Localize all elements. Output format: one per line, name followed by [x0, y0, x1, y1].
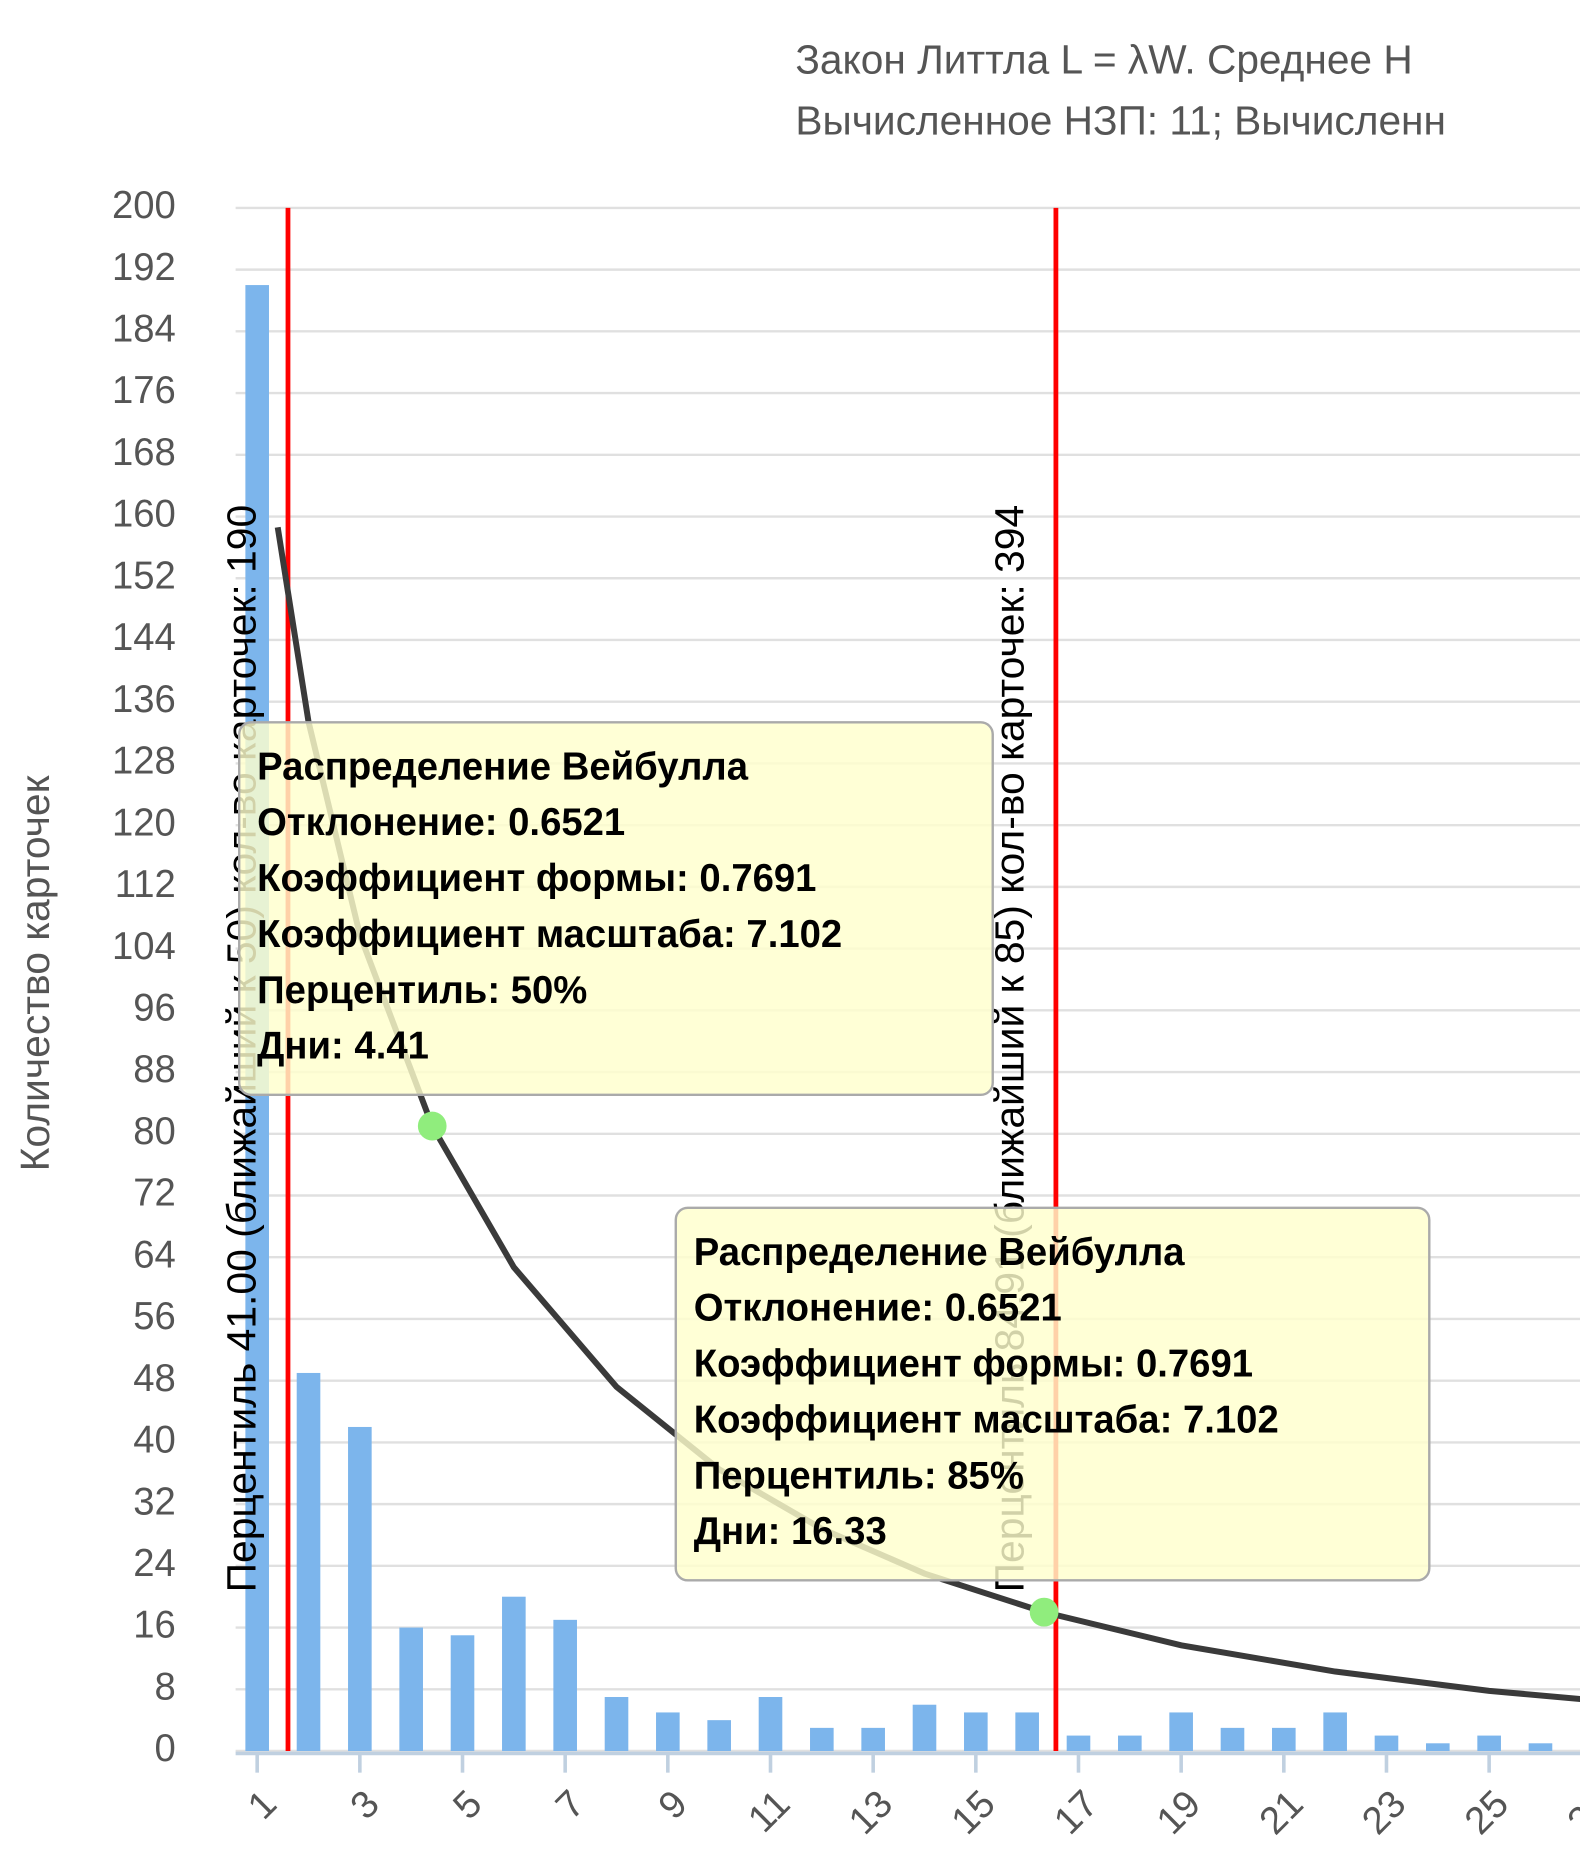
x-tick-label: 19 — [1149, 1782, 1209, 1843]
y-tick-label: 144 — [112, 616, 176, 659]
tooltip-line: Распределение Вейбулла — [257, 745, 748, 788]
chart-title: Закон Литтла L = λW. Среднее Н — [795, 36, 1412, 82]
x-tick-label: 7 — [548, 1782, 593, 1828]
bar — [912, 1704, 937, 1752]
y-tick-label: 152 — [112, 554, 176, 597]
x-tick-label: 1 — [240, 1782, 285, 1828]
x-tick-label: 9 — [650, 1782, 695, 1828]
bar — [1323, 1712, 1347, 1752]
y-tick-label: 168 — [112, 431, 176, 474]
y-tick-label: 16 — [133, 1604, 176, 1647]
y-tick-label: 0 — [155, 1727, 176, 1770]
x-tick-label: 11 — [740, 1782, 798, 1841]
y-tick-label: 40 — [133, 1418, 176, 1461]
bar — [810, 1727, 834, 1752]
bar — [1477, 1735, 1501, 1752]
x-tick-label: 17 — [1046, 1782, 1106, 1843]
bar — [553, 1619, 577, 1752]
x-tick-label: 15 — [943, 1782, 1003, 1843]
tooltip-line: Дни: 16.33 — [694, 1510, 887, 1553]
bar — [1426, 1743, 1450, 1752]
x-tick-label: 27 — [1559, 1782, 1580, 1843]
y-tick-label: 24 — [133, 1542, 176, 1585]
y-tick-label: 160 — [112, 493, 176, 536]
x-tick-label: 3 — [342, 1782, 387, 1828]
y-tick-label: 104 — [112, 925, 176, 968]
tooltip-line: Перцентиль: 85% — [694, 1454, 1024, 1497]
y-tick-label: 56 — [133, 1295, 176, 1338]
bar — [502, 1596, 526, 1752]
bar — [1118, 1735, 1142, 1752]
percentile-point — [1029, 1597, 1059, 1627]
y-tick-label: 192 — [112, 246, 176, 289]
y-tick-label: 120 — [112, 801, 176, 844]
y-tick-label: 8 — [155, 1665, 176, 1708]
bar — [399, 1627, 423, 1752]
bar — [964, 1712, 988, 1752]
percentile-point — [417, 1111, 447, 1141]
bar — [861, 1727, 885, 1752]
tooltip-box — [674, 1206, 1431, 1582]
y-tick-label: 80 — [133, 1110, 176, 1153]
y-tick-label: 32 — [133, 1480, 176, 1523]
tooltip-line: Коэффициент масштаба: 7.102 — [257, 913, 842, 956]
x-tick-label: 21 — [1251, 1782, 1311, 1843]
chart-subtitle: Вычисленное НЗП: 11; Вычисленн — [795, 97, 1446, 143]
bar — [604, 1697, 629, 1752]
bar — [1528, 1743, 1553, 1752]
y-tick-label: 72 — [133, 1172, 176, 1215]
bar — [1015, 1712, 1039, 1752]
bar — [1374, 1735, 1399, 1752]
y-tick-label: 200 — [112, 184, 176, 227]
y-tick-label: 112 — [115, 863, 176, 906]
y-tick-label: 64 — [133, 1233, 176, 1276]
y-axis-title: Количество карточек — [12, 774, 58, 1171]
tooltip-line: Распределение Вейбулла — [694, 1231, 1185, 1274]
x-tick-label: 5 — [445, 1782, 490, 1828]
y-tick-label: 48 — [133, 1357, 176, 1400]
y-tick-label: 96 — [133, 986, 176, 1029]
y-tick-label: 184 — [112, 307, 176, 350]
y-tick-label: 128 — [112, 740, 176, 783]
bar — [758, 1697, 783, 1752]
bar — [656, 1712, 680, 1752]
x-tick-label: 13 — [841, 1782, 901, 1843]
tooltip-line: Отклонение: 0.6521 — [694, 1287, 1062, 1330]
tooltip-line: Коэффициент формы: 0.7691 — [257, 857, 816, 900]
tooltip-line: Коэффициент формы: 0.7691 — [694, 1343, 1253, 1386]
bar — [1220, 1727, 1245, 1752]
bar — [450, 1635, 475, 1752]
bar — [1066, 1735, 1091, 1752]
x-tick-label: 25 — [1457, 1782, 1517, 1843]
bar — [1169, 1712, 1193, 1752]
bar — [707, 1720, 731, 1752]
tooltip-line: Отклонение: 0.6521 — [257, 801, 625, 844]
bar — [1272, 1727, 1296, 1752]
y-tick-label: 88 — [133, 1048, 176, 1091]
tooltip-line: Коэффициент масштаба: 7.102 — [694, 1398, 1279, 1441]
y-tick-label: 136 — [112, 678, 176, 721]
x-tick-label: 23 — [1354, 1782, 1414, 1843]
bar — [348, 1426, 372, 1752]
y-tick-label: 176 — [112, 369, 176, 412]
tooltip-box — [238, 721, 994, 1097]
tooltip-line: Перцентиль: 50% — [257, 969, 587, 1012]
tooltip-line: Дни: 4.41 — [257, 1025, 429, 1068]
bar — [296, 1372, 321, 1752]
